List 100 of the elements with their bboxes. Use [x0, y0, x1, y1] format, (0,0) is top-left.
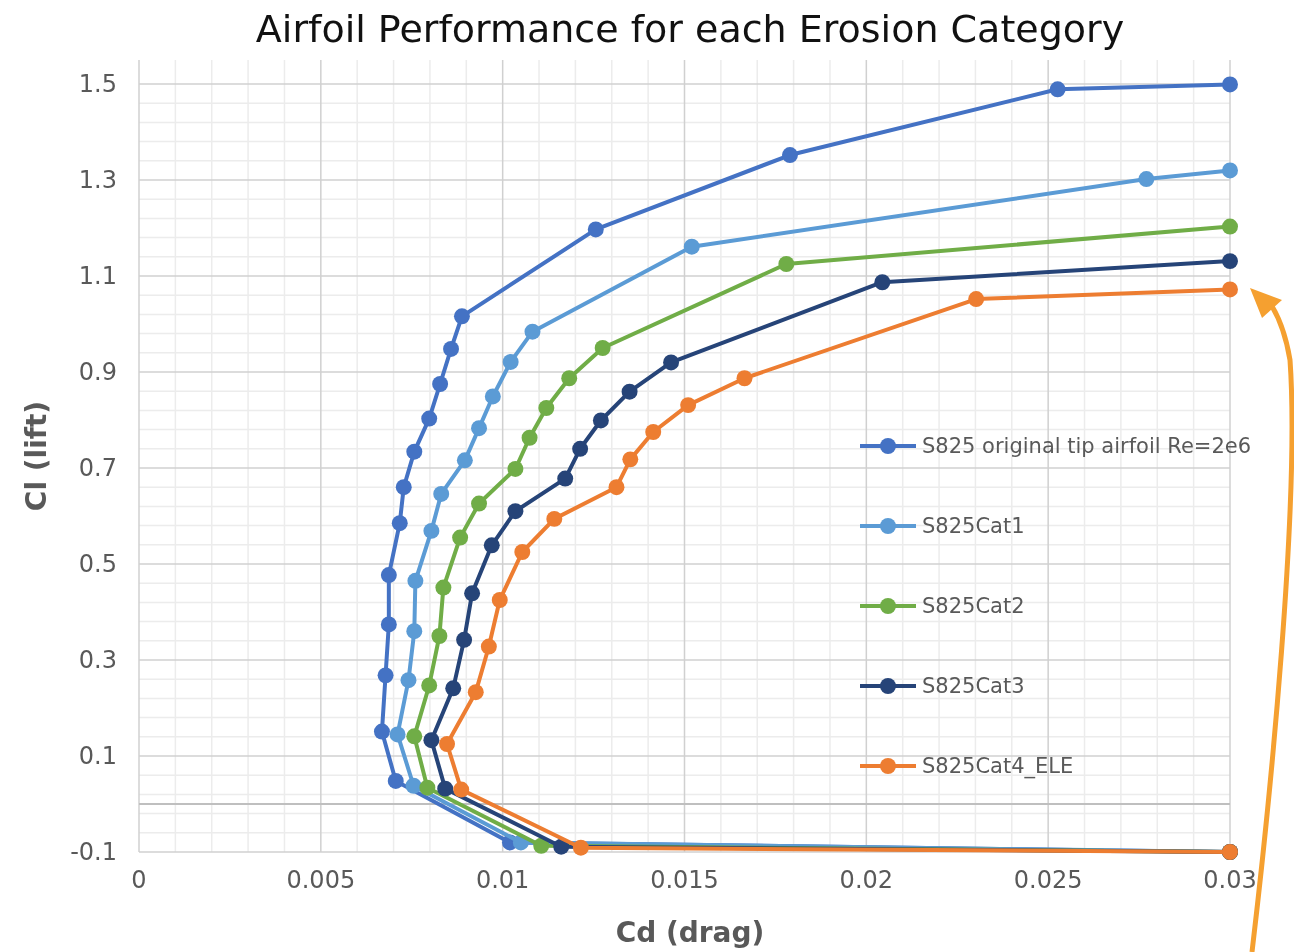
point	[443, 341, 460, 357]
point	[483, 537, 500, 554]
point	[480, 638, 497, 655]
point	[432, 376, 449, 392]
point	[1222, 162, 1238, 179]
point	[514, 544, 531, 560]
point	[456, 452, 473, 469]
point	[456, 631, 473, 648]
point	[663, 354, 680, 371]
point	[407, 572, 424, 589]
point	[464, 585, 481, 602]
point	[680, 397, 697, 414]
x-tick-label: 0.015	[650, 866, 719, 894]
point	[406, 728, 423, 745]
legend-label: S825Cat4_ELE	[922, 754, 1074, 780]
point	[419, 779, 436, 796]
y-tick-label: 0.1	[78, 742, 117, 771]
y-tick-label: 0.5	[78, 550, 117, 579]
point	[435, 579, 452, 596]
point	[373, 723, 390, 740]
x-tick-label: 0.03	[1203, 866, 1257, 894]
x-tick-label: 0.025	[1013, 866, 1083, 894]
point	[553, 838, 570, 855]
point	[380, 616, 397, 633]
point	[400, 672, 417, 689]
point	[484, 388, 501, 405]
legend-label: S825Cat2	[922, 594, 1025, 619]
point	[433, 485, 450, 502]
point	[592, 412, 609, 429]
point	[380, 567, 397, 583]
point	[683, 238, 700, 255]
point	[621, 383, 638, 400]
x-tick-label: 0	[131, 866, 147, 894]
legend-label: S825Cat1	[922, 514, 1025, 539]
y-tick-label: 0.3	[78, 646, 117, 675]
point	[645, 424, 662, 440]
y-tick-label: 1.3	[78, 166, 117, 195]
point	[1222, 218, 1238, 235]
y-tick-label: 0.7	[78, 454, 117, 483]
point	[445, 680, 462, 697]
point	[968, 291, 985, 307]
y-tick-label: 0.9	[78, 358, 117, 387]
point	[421, 410, 438, 427]
point	[1222, 281, 1238, 298]
point	[594, 340, 611, 356]
point	[391, 515, 408, 532]
point	[467, 684, 484, 701]
legend-label: S825Cat3	[922, 674, 1025, 699]
point	[1222, 76, 1238, 93]
y-tick-label: 1.1	[78, 262, 117, 291]
point	[431, 628, 448, 644]
point	[423, 522, 440, 539]
point	[387, 773, 404, 789]
point	[1138, 171, 1155, 187]
point	[507, 503, 524, 520]
point	[572, 839, 589, 856]
legend-label: S825 original tip airfoil Re=2e6	[922, 434, 1252, 459]
point	[437, 780, 454, 797]
point	[622, 451, 639, 468]
x-tick-label: 0.02	[839, 866, 894, 894]
x-tick-label: 0.005	[286, 866, 356, 894]
y-axis-title: Cl (lift)	[20, 400, 53, 512]
point	[405, 777, 422, 794]
y-tick-label: 1.5	[78, 70, 117, 99]
point	[491, 592, 508, 608]
point	[781, 147, 798, 163]
point	[406, 443, 423, 460]
point	[423, 732, 440, 749]
point	[1049, 81, 1066, 98]
point	[377, 667, 394, 684]
y-tick-label: -0.1	[70, 838, 117, 867]
point	[453, 308, 470, 325]
point	[421, 677, 438, 694]
point	[452, 529, 469, 546]
point	[778, 256, 795, 272]
point	[608, 479, 625, 496]
point	[557, 470, 574, 487]
point	[538, 400, 555, 416]
point	[587, 221, 604, 238]
point	[736, 370, 753, 387]
x-tick-label: 0.01	[475, 866, 530, 894]
point	[507, 461, 524, 477]
point	[874, 274, 891, 291]
point	[1222, 253, 1238, 270]
point	[453, 781, 470, 798]
chart-title: Airfoil Performance for each Erosion Category	[255, 7, 1125, 51]
point	[533, 837, 550, 854]
point	[502, 353, 519, 370]
point	[389, 726, 406, 743]
point	[546, 510, 563, 527]
point	[471, 420, 488, 437]
point	[524, 323, 541, 340]
x-axis-title: Cd (drag)	[615, 916, 765, 949]
point	[471, 495, 488, 512]
point	[406, 623, 423, 640]
point	[572, 440, 589, 457]
point	[439, 736, 455, 752]
point	[395, 479, 412, 496]
point	[521, 429, 538, 446]
point	[561, 370, 578, 387]
